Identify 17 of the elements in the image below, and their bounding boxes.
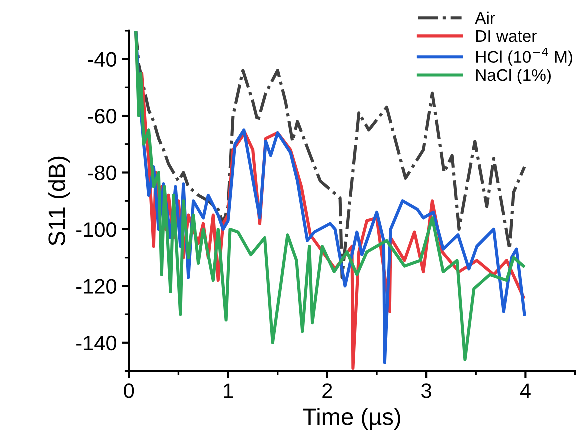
y-tick-label: -120	[76, 279, 117, 294]
legend-label: Air	[475, 12, 496, 24]
legend-label: DI water	[476, 30, 537, 42]
legend-label: HCl (10$^{−4}$ M)	[476, 48, 572, 66]
x-tick-label: 3	[422, 384, 432, 398]
y-tick-label: -40	[88, 52, 117, 68]
x-tick-label: 0	[124, 384, 134, 398]
y-tick-label: -140	[76, 336, 117, 351]
x-tick-label: 2	[322, 384, 332, 398]
y-tick-label: -80	[88, 166, 117, 180]
y-axis-title: S11 (dB)	[48, 156, 70, 246]
x-tick-label: 1	[224, 384, 234, 398]
y-tick-label: -100	[76, 222, 117, 238]
y-tick-label: -60	[88, 109, 117, 124]
legend-label: NaCl (1%)	[476, 68, 551, 85]
x-tick-label: 4	[520, 384, 531, 398]
x-axis-title: Time (µs)	[303, 408, 400, 430]
